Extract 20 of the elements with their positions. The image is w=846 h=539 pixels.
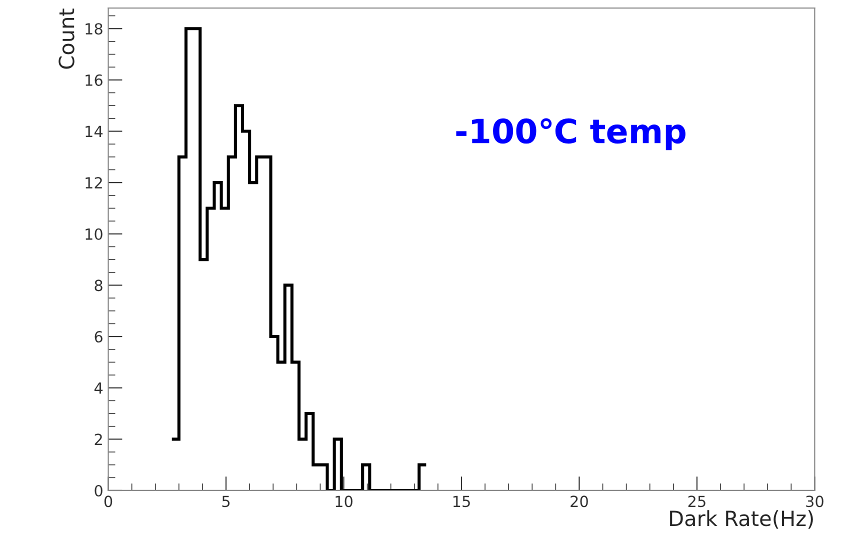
x-axis-title: Dark Rate(Hz) [670,510,813,529]
y-tick-label: 0 [94,484,102,497]
x-tick-label: 5 [222,496,230,508]
y-tick-label: 18 [86,23,102,35]
y-tick-label: 2 [94,434,102,445]
x-tick-label: 30 [806,496,824,508]
y-tick-label: 12 [86,177,102,188]
x-tick-label: 20 [570,496,588,508]
y-tick-label: 10 [86,228,102,240]
annotation: -100℃ temp [456,118,686,150]
y-tick-label: 4 [94,382,103,394]
x-tick-label: 25 [688,496,706,508]
x-tick-label: 0 [104,496,112,508]
y-tick-label: 8 [94,280,102,292]
y-tick-label: 14 [86,126,103,138]
y-tick-label: 16 [86,74,102,86]
y-tick-label: 6 [94,330,102,343]
x-tick-label: 10 [336,496,352,508]
x-tick-label: 15 [453,496,470,508]
y-axis-title: Count [58,8,74,69]
